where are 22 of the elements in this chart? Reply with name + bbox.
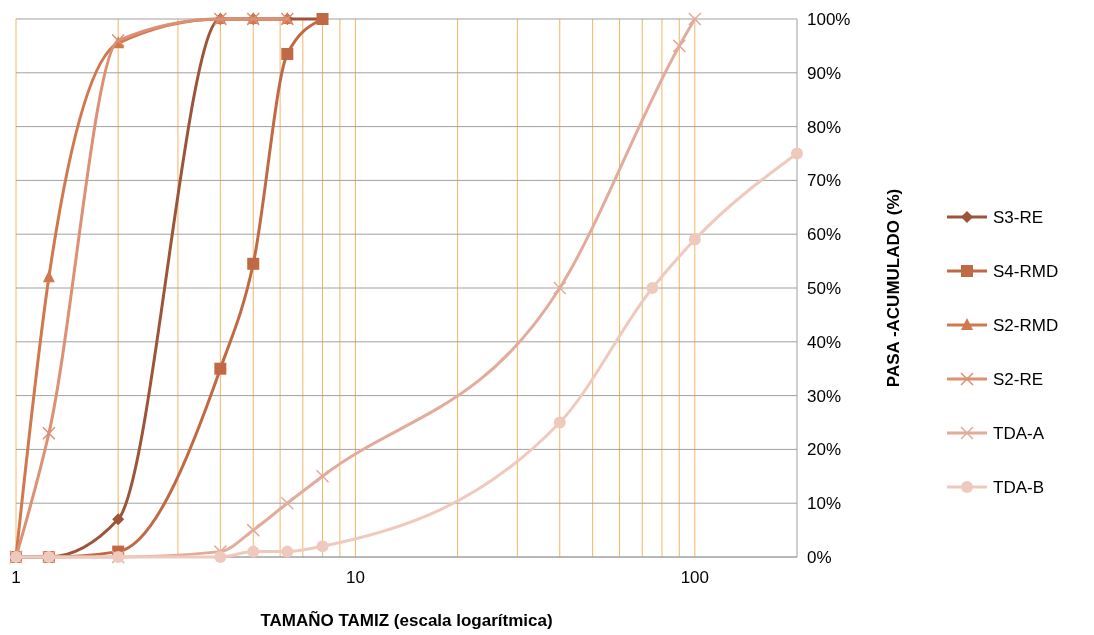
y-tick-label: 70% (807, 171, 842, 191)
legend-label: TDA-B (993, 478, 1044, 497)
legend-label: S4-RMD (993, 262, 1059, 281)
y-tick-label: 0% (807, 548, 832, 567)
x-tick-label: 1 (11, 568, 21, 587)
y-axis-title: PASA -ACUMULADO (%) (884, 188, 903, 388)
legend-label: S2-RE (993, 370, 1044, 389)
y-tick-label: 40% (807, 332, 842, 352)
x-axis-title: TAMAÑO TAMIZ (escala logarítmica) (260, 610, 553, 630)
y-tick-label: 30% (807, 386, 842, 406)
y-tick-label: 10% (807, 494, 842, 514)
x-tick-label: 100 (680, 568, 710, 587)
y-tick-label: 60% (807, 225, 842, 245)
x-tick-label: 10 (345, 568, 365, 587)
y-tick-label: 80% (807, 117, 842, 137)
y-tick-label: 50% (807, 279, 842, 298)
y-tick-label: 20% (807, 440, 842, 460)
legend-label: S2-RMD (993, 316, 1059, 335)
legend-label: S3-RE (993, 208, 1044, 227)
y-tick-label: 100% (807, 10, 851, 29)
y-tick-label: 90% (807, 63, 842, 83)
legend-label: TDA-A (993, 424, 1045, 443)
